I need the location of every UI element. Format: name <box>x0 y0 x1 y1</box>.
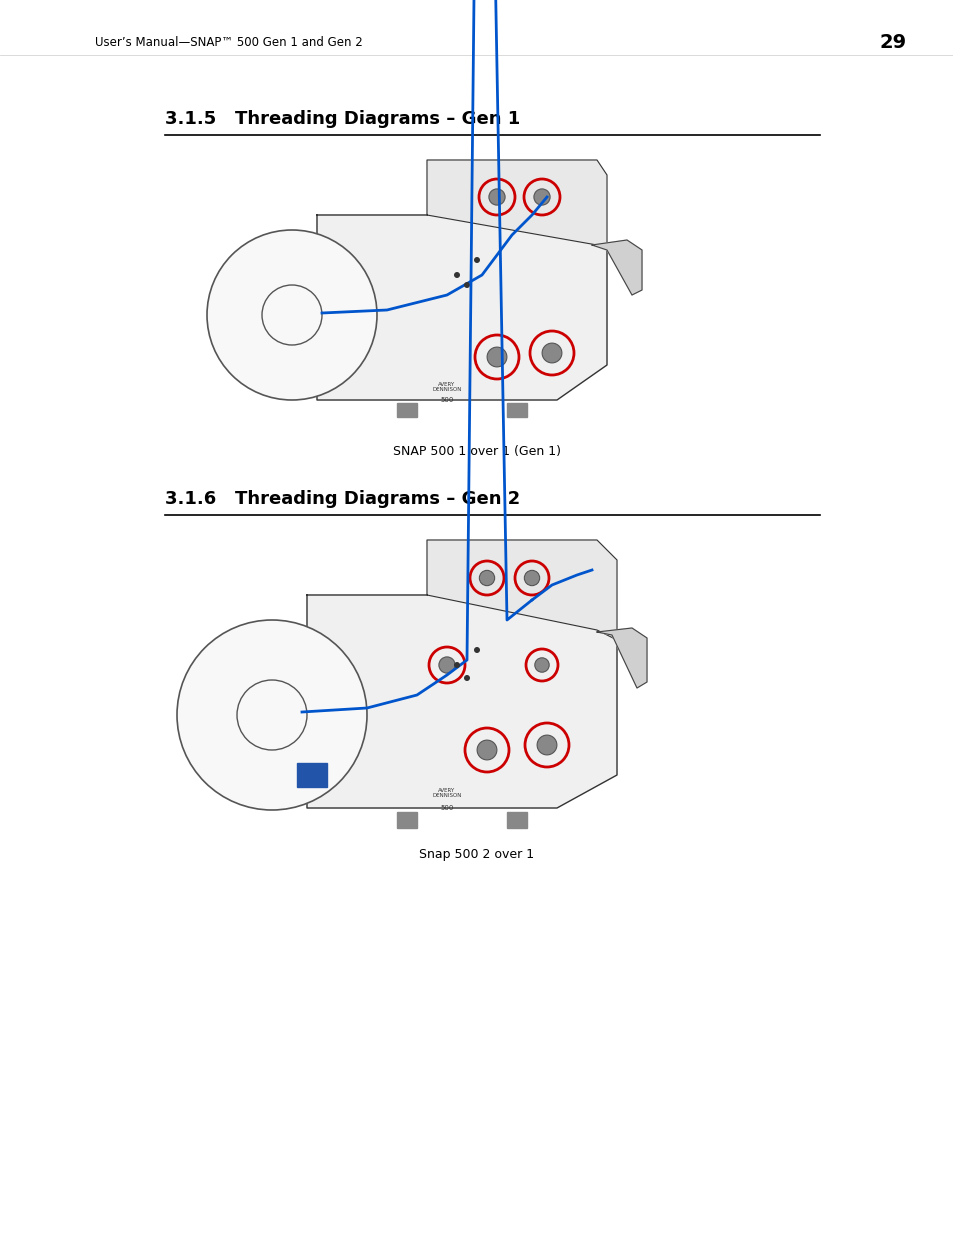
Text: 500: 500 <box>440 396 454 403</box>
Text: AVERY
DENNISON: AVERY DENNISON <box>432 788 461 798</box>
Polygon shape <box>316 215 606 400</box>
Polygon shape <box>296 763 327 787</box>
Circle shape <box>488 189 504 205</box>
Circle shape <box>487 347 506 367</box>
Polygon shape <box>592 240 641 295</box>
Circle shape <box>454 662 459 668</box>
Circle shape <box>534 189 550 205</box>
Text: SNAP 500 1 over 1 (Gen 1): SNAP 500 1 over 1 (Gen 1) <box>393 445 560 458</box>
Circle shape <box>478 571 495 585</box>
Circle shape <box>541 343 561 363</box>
Text: 500: 500 <box>440 805 454 811</box>
Text: User’s Manual—SNAP™ 500 Gen 1 and Gen 2: User’s Manual—SNAP™ 500 Gen 1 and Gen 2 <box>95 36 362 48</box>
Polygon shape <box>506 403 526 417</box>
Text: Snap 500 2 over 1: Snap 500 2 over 1 <box>419 848 534 861</box>
Circle shape <box>524 571 539 585</box>
Polygon shape <box>597 629 646 688</box>
Polygon shape <box>427 540 617 640</box>
Circle shape <box>454 272 459 278</box>
Text: AVERY
DENNISON: AVERY DENNISON <box>432 382 461 393</box>
Polygon shape <box>307 595 617 808</box>
Circle shape <box>177 620 367 810</box>
Polygon shape <box>427 161 606 249</box>
Circle shape <box>535 658 549 672</box>
Circle shape <box>537 735 557 755</box>
Polygon shape <box>396 403 416 417</box>
Circle shape <box>207 230 376 400</box>
Text: 3.1.6   Threading Diagrams – Gen 2: 3.1.6 Threading Diagrams – Gen 2 <box>165 490 519 508</box>
Circle shape <box>476 740 497 760</box>
Circle shape <box>438 657 455 673</box>
Circle shape <box>463 676 470 680</box>
Circle shape <box>474 647 479 653</box>
Circle shape <box>474 257 479 263</box>
Polygon shape <box>396 811 416 827</box>
Text: 3.1.5   Threading Diagrams – Gen 1: 3.1.5 Threading Diagrams – Gen 1 <box>165 110 519 128</box>
Text: 29: 29 <box>879 32 906 52</box>
Circle shape <box>463 282 470 288</box>
Polygon shape <box>506 811 526 827</box>
